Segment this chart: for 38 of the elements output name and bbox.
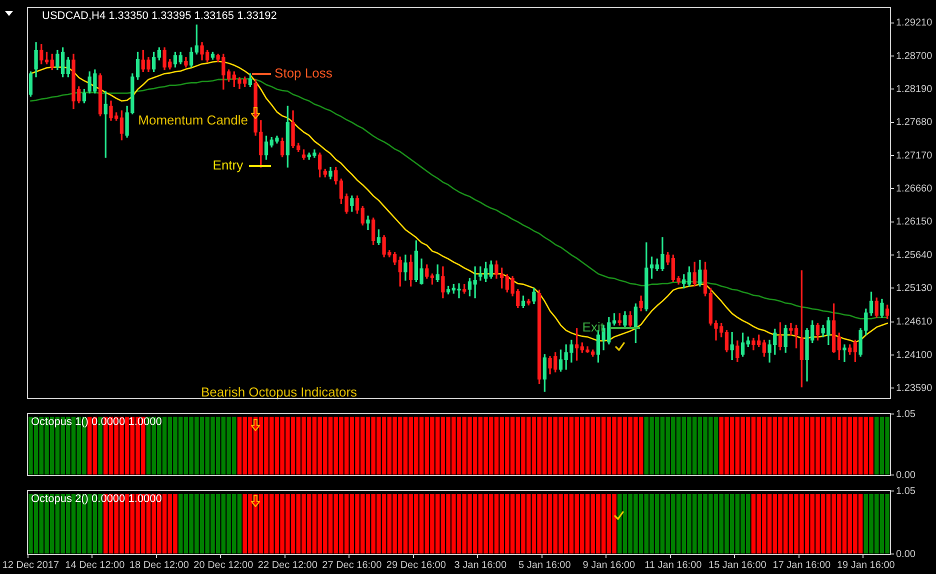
x-tick-label: 19 Jan 16:00 — [836, 560, 896, 571]
y-tick-label: 1.24100 — [896, 350, 933, 361]
x-tick-label: 17 Jan 16:00 — [772, 560, 832, 571]
y-tick-label: 0.00 — [896, 548, 916, 560]
y-tick-label: 1.23590 — [896, 383, 933, 394]
y-tick-label: 1.25130 — [896, 282, 933, 294]
x-tick-label: 18 Dec 12:00 — [129, 560, 190, 571]
annotation: Stop Loss — [274, 66, 333, 81]
y-tick-label: 1.26660 — [896, 183, 933, 194]
annotation: Bearish Octopus Indicators — [200, 384, 358, 400]
chart-title: USDCAD,H4 1.33350 1.33395 1.33165 1.33192 — [42, 10, 277, 22]
x-tick-label: 5 Jan 16:00 — [518, 560, 572, 571]
x-tick-label: 14 Dec 12:00 — [65, 560, 126, 571]
y-tick-label: 1.27680 — [896, 117, 933, 128]
x-tick-label: 22 Dec 12:00 — [258, 560, 318, 571]
x-tick-label: 20 Dec 12:00 — [194, 560, 254, 571]
candlestick — [842, 344, 846, 362]
x-tick-label: 3 Jan 16:00 — [454, 560, 507, 571]
x-tick-label: 27 Dec 16:00 — [322, 560, 382, 571]
y-tick-label: 1.24610 — [896, 316, 933, 328]
y-tick-label: 1.29210 — [896, 18, 933, 29]
candlestick — [730, 332, 734, 360]
x-tick-label: 11 Jan 16:00 — [644, 560, 702, 571]
y-tick-label: 1.28190 — [896, 84, 933, 95]
annotation: Exit — [582, 320, 604, 335]
y-tick-label: 1.27170 — [896, 150, 933, 162]
y-tick-label: 1.25640 — [896, 250, 933, 261]
y-tick-label: 1.05 — [896, 486, 916, 497]
y-tick-label: 1.26150 — [896, 216, 933, 228]
y-tick-label: 1.28700 — [896, 50, 933, 62]
x-tick-label: 12 Dec 2017 — [2, 560, 60, 571]
annotation: Momentum Candle — [138, 112, 248, 128]
x-tick-label: 15 Jan 16:00 — [708, 560, 767, 571]
y-tick-label: 0.00 — [896, 470, 916, 481]
y-tick-label: 1.05 — [896, 408, 916, 420]
annotation: Entry — [212, 158, 244, 173]
x-tick-label: 9 Jan 16:00 — [582, 560, 636, 571]
x-tick-label: 29 Dec 16:00 — [386, 560, 446, 571]
